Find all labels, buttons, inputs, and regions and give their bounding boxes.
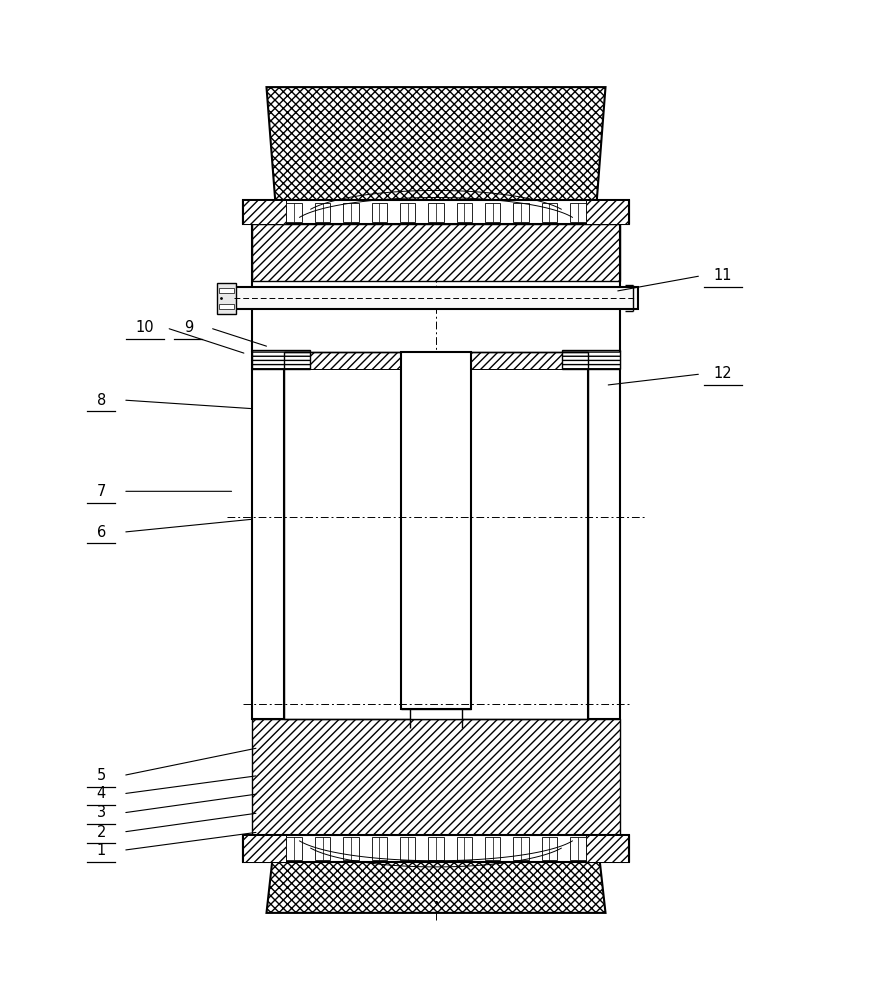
Bar xyxy=(588,352,620,719)
Bar xyxy=(252,352,284,719)
Bar xyxy=(570,203,585,222)
Polygon shape xyxy=(267,835,605,913)
Text: 11: 11 xyxy=(713,268,732,283)
Polygon shape xyxy=(267,87,605,200)
Bar xyxy=(585,200,629,224)
Bar xyxy=(252,224,620,281)
Bar xyxy=(219,288,235,293)
Text: 7: 7 xyxy=(97,484,106,499)
Text: 8: 8 xyxy=(97,393,106,408)
Bar xyxy=(243,200,287,224)
Bar xyxy=(315,837,330,860)
Bar xyxy=(219,304,235,309)
Bar xyxy=(514,837,528,860)
Text: 12: 12 xyxy=(713,366,732,381)
Bar xyxy=(243,200,629,224)
Bar xyxy=(252,350,310,369)
Bar xyxy=(252,719,620,835)
Bar xyxy=(471,352,588,369)
Bar xyxy=(344,203,358,222)
Bar xyxy=(410,709,462,719)
Bar xyxy=(570,837,585,860)
Bar xyxy=(400,203,415,222)
Bar xyxy=(344,837,358,860)
Text: 9: 9 xyxy=(184,320,193,335)
Bar xyxy=(562,350,620,369)
Bar xyxy=(371,837,387,860)
Bar xyxy=(428,837,444,860)
Bar xyxy=(243,835,287,862)
Bar xyxy=(457,203,472,222)
Bar xyxy=(428,203,444,222)
Bar xyxy=(400,837,415,860)
Bar xyxy=(401,352,471,709)
Text: 10: 10 xyxy=(135,320,154,335)
Bar xyxy=(315,203,330,222)
Bar xyxy=(243,835,629,862)
Bar xyxy=(235,287,637,309)
Bar xyxy=(542,203,557,222)
Bar xyxy=(457,837,472,860)
Bar xyxy=(287,837,302,860)
Text: 5: 5 xyxy=(97,768,106,783)
Text: 2: 2 xyxy=(97,825,106,840)
Bar xyxy=(585,835,629,862)
Bar xyxy=(371,203,387,222)
Bar xyxy=(542,837,557,860)
Bar xyxy=(514,203,528,222)
Text: 3: 3 xyxy=(97,805,106,820)
Bar xyxy=(287,203,302,222)
Bar xyxy=(485,203,501,222)
Bar xyxy=(485,837,501,860)
Bar xyxy=(217,283,236,314)
Text: 4: 4 xyxy=(97,786,106,801)
Text: 1: 1 xyxy=(97,843,106,858)
Bar xyxy=(284,352,401,369)
Text: 6: 6 xyxy=(97,525,106,540)
